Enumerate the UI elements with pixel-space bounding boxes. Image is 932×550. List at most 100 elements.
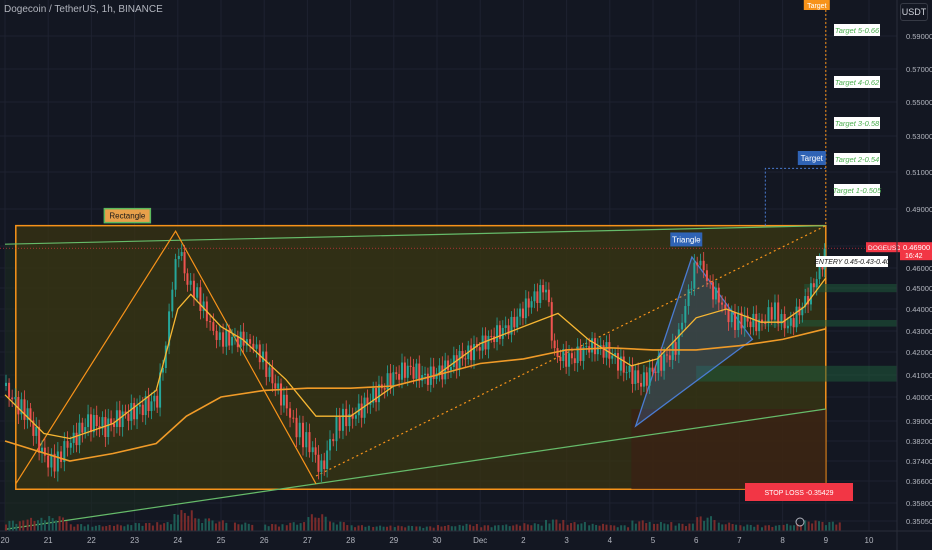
candle-body [550, 302, 553, 341]
candle-body [265, 351, 268, 377]
volume-bar [519, 525, 522, 531]
target-marker-bg [803, 0, 830, 10]
candle-body [565, 349, 568, 367]
candle-body [84, 427, 87, 433]
candle-body [209, 321, 212, 323]
volume-bar [190, 522, 193, 531]
candle-body [671, 342, 674, 360]
candle-body [133, 403, 136, 420]
candle-body [233, 336, 236, 338]
volume-bar [40, 517, 43, 531]
volume-bar [512, 525, 515, 531]
candle-body [231, 336, 234, 346]
candle-body [780, 314, 783, 324]
candle-body [663, 354, 666, 371]
candle-body [401, 362, 403, 380]
candle-body [60, 451, 63, 462]
time-tick-label: 7 [737, 536, 742, 545]
price-tick-label: 0.40000 [906, 393, 932, 402]
candle-body [651, 367, 654, 372]
price-tick-label: 0.46000 [906, 264, 932, 273]
volume-bar [22, 520, 25, 531]
candle-body [570, 353, 573, 359]
volume-bar [372, 526, 375, 531]
volume-bar [51, 518, 54, 531]
volume-bar [119, 525, 122, 531]
candle-body [484, 335, 487, 350]
candle-body [95, 414, 98, 427]
target-path-blue [764, 167, 826, 226]
candle-body [53, 453, 56, 472]
candle-body [619, 356, 622, 371]
volume-bar [472, 526, 475, 531]
volume-bar [144, 523, 147, 531]
candle-body [441, 365, 444, 380]
volume-bar [674, 525, 677, 531]
candle-body [493, 336, 496, 342]
target-label-bg [834, 24, 880, 36]
candle-body [470, 345, 473, 361]
volume-bar [429, 526, 432, 531]
volume-bar [159, 524, 162, 531]
volume-bar [310, 514, 313, 531]
candle-body [559, 356, 562, 362]
volume-bar [432, 527, 435, 531]
target-marker-blue: Target [797, 151, 826, 165]
candle-body [242, 331, 245, 346]
volume-bar [357, 525, 360, 531]
volume-bar [462, 525, 465, 531]
stop-loss-text: STOP LOSS -0.35429 [764, 490, 833, 497]
candle-body [614, 353, 617, 356]
target-label-text: Target 3-0.58 [835, 119, 880, 128]
candle-body [490, 335, 493, 337]
candle-body [547, 289, 550, 303]
candle-body [202, 301, 205, 311]
volume-bar [69, 524, 72, 531]
candle-body [375, 387, 378, 403]
candle-body [258, 344, 261, 363]
quote-currency-button[interactable]: USDT [900, 3, 928, 21]
volume-bar [458, 524, 461, 531]
candle-body [262, 351, 265, 363]
volume-bar [666, 524, 669, 531]
volume-bar [691, 523, 694, 531]
rectangle-label: Rectangle [103, 207, 152, 224]
target-label-text: Target 2-0.54 [835, 155, 879, 164]
candle-body [773, 302, 776, 320]
volume-bar [838, 522, 841, 531]
candle-body [89, 414, 92, 433]
volume-bar [656, 523, 659, 531]
volume-bar [627, 527, 630, 531]
volume-bar [26, 519, 29, 531]
candle-body [693, 262, 696, 289]
candle-body [127, 413, 130, 421]
channel-lower-line [4, 408, 826, 530]
price-tick-label: 0.51000 [906, 168, 932, 177]
candle-body [56, 451, 59, 472]
candle-body [812, 283, 815, 288]
volume-bar [487, 525, 490, 531]
volume-bar [237, 524, 240, 531]
candle-body [171, 289, 174, 312]
target-label-text: Target 1-0.505 [833, 186, 882, 195]
price-tick-label: 0.42000 [906, 348, 932, 357]
rectangle-label-bg [103, 207, 152, 224]
candle-body [308, 432, 311, 453]
volume-bar [465, 523, 468, 531]
volume-bar [659, 522, 662, 531]
time-tick-label: 22 [87, 536, 96, 545]
entry-label-text: ENTERY 0.45-0.43-0.40 [814, 259, 890, 266]
volume-bar [151, 525, 154, 531]
volume-bar [113, 525, 115, 531]
volume-bar [324, 516, 327, 531]
price-tick-label: 0.57000 [906, 65, 932, 74]
volume-bar [58, 516, 61, 531]
candle-body [199, 287, 202, 311]
target-marker-text: Target [807, 3, 827, 10]
candle-body [461, 350, 464, 359]
candle-body [255, 344, 258, 349]
volume-bar [551, 519, 554, 531]
volume-bar [170, 524, 173, 531]
candle-body [377, 384, 380, 403]
